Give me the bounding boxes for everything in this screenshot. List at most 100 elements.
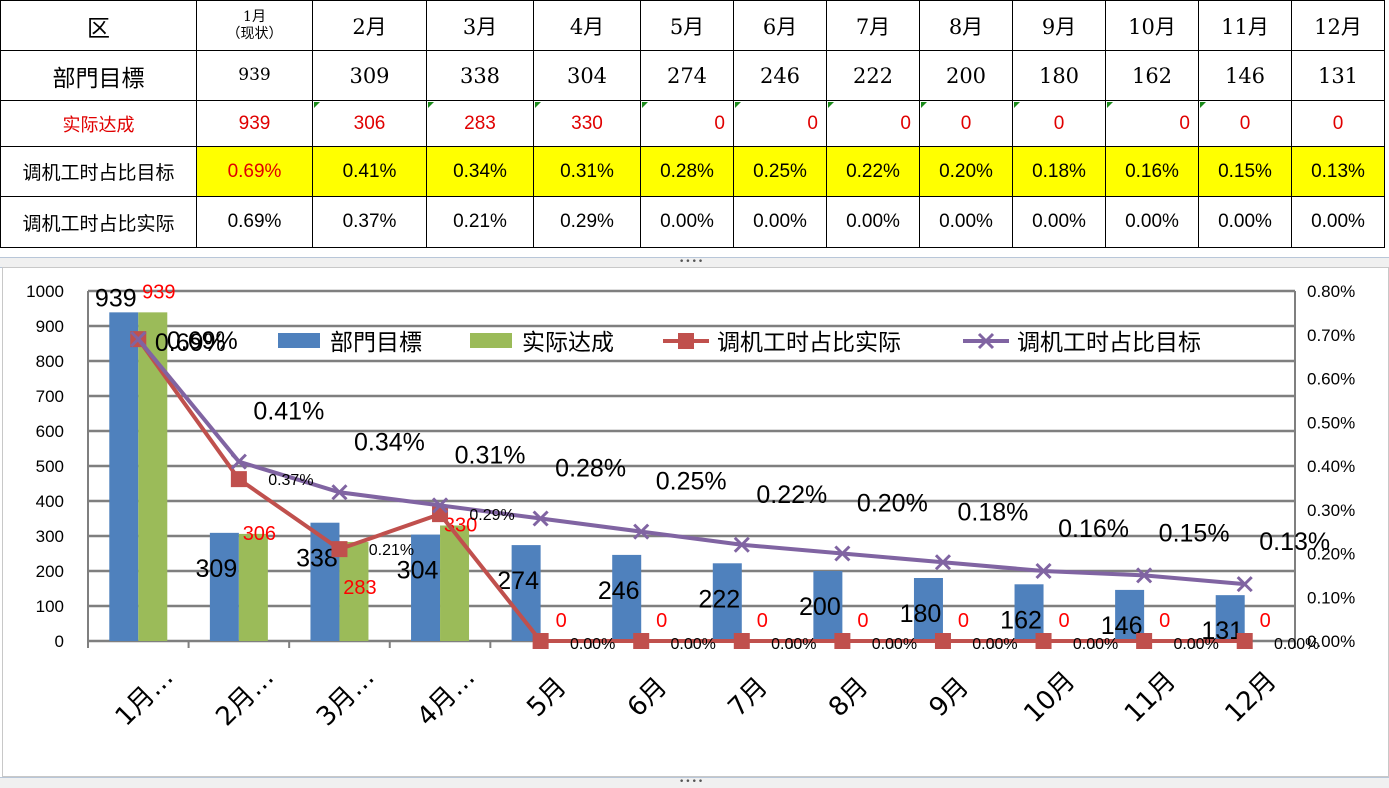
- target-cell[interactable]: 274: [640, 50, 734, 101]
- target-cell[interactable]: 162: [1105, 50, 1199, 101]
- target-cell[interactable]: 131: [1291, 50, 1385, 101]
- header-month-cell[interactable]: 7月: [826, 0, 920, 51]
- ratio-target-cell[interactable]: 0.69%: [196, 146, 313, 197]
- actual-cell[interactable]: 0: [1012, 100, 1106, 147]
- ratio-actual-cell[interactable]: 0.00%: [640, 196, 734, 248]
- ratio-actual-cell[interactable]: 0.21%: [426, 196, 534, 248]
- actual-cell[interactable]: 0: [1198, 100, 1292, 147]
- actual-cell[interactable]: 0: [640, 100, 734, 147]
- header-month-cell[interactable]: 10月: [1105, 0, 1199, 51]
- ratio-actual-cell[interactable]: 0.00%: [1105, 196, 1199, 248]
- line-data-label: 0.69%: [167, 327, 238, 355]
- line-data-label: 0.37%: [268, 472, 313, 489]
- header-month-cell[interactable]: 11月: [1198, 0, 1292, 51]
- bottom-splitter[interactable]: ••••: [0, 777, 1389, 788]
- target-cell[interactable]: 338: [426, 50, 534, 101]
- line-marker: [1236, 576, 1253, 593]
- header-month-cell[interactable]: 5月: [640, 0, 734, 51]
- ratio-target-cell[interactable]: 0.15%: [1198, 146, 1292, 197]
- ratio-target-cell[interactable]: 0.41%: [312, 146, 427, 197]
- line-marker: [432, 506, 449, 523]
- ratio-actual-cell[interactable]: 0.00%: [733, 196, 827, 248]
- x-tick-label: 5月: [521, 672, 572, 723]
- target-cell[interactable]: 246: [733, 50, 827, 101]
- actual-cell[interactable]: 939: [196, 100, 313, 147]
- legend-label: 实际达成: [522, 330, 614, 356]
- target-row: 部門目標 939 309 338 304 274 246 222 200 180…: [0, 50, 1385, 101]
- bar-data-label: 0: [1058, 610, 1069, 632]
- target-cell[interactable]: 200: [919, 50, 1013, 101]
- line-data-label: 0.22%: [756, 481, 827, 509]
- splitter-grip-icon[interactable]: ••••: [679, 257, 705, 267]
- y-left-tick-label: 900: [36, 317, 64, 336]
- bar: [1014, 584, 1044, 641]
- target-cell[interactable]: 304: [533, 50, 641, 101]
- line-marker: [834, 545, 851, 562]
- ratio-actual-cell[interactable]: 0.69%: [196, 196, 313, 248]
- ratio-actual-cell[interactable]: 0.00%: [1012, 196, 1106, 248]
- ratio-target-cell[interactable]: 0.34%: [426, 146, 534, 197]
- header-month-cell[interactable]: 8月: [919, 0, 1013, 51]
- actual-cell[interactable]: 0: [1105, 100, 1199, 147]
- header-month-cell[interactable]: 9月: [1012, 0, 1106, 51]
- line-data-label: 0.13%: [1259, 528, 1330, 556]
- header-month-cell[interactable]: 12月: [1291, 0, 1385, 51]
- target-cell[interactable]: 939: [196, 50, 313, 101]
- ratio-actual-cell[interactable]: 0.00%: [919, 196, 1013, 248]
- target-cell[interactable]: 309: [312, 50, 427, 101]
- target-cell[interactable]: 222: [826, 50, 920, 101]
- ratio-target-cell[interactable]: 0.25%: [733, 146, 827, 197]
- line-marker: [1236, 633, 1253, 649]
- ratio-actual-cell[interactable]: 0.37%: [312, 196, 427, 248]
- line-data-label: 0.15%: [1159, 519, 1230, 547]
- y-right-tick-label: 0.50%: [1307, 413, 1355, 432]
- actual-cell[interactable]: 330: [533, 100, 641, 147]
- line-data-label: 0.25%: [656, 468, 727, 496]
- bar: [612, 554, 642, 641]
- row-label-cell[interactable]: 调机工时占比目标: [0, 146, 197, 197]
- ratio-target-cell[interactable]: 0.16%: [1105, 146, 1199, 197]
- header-month-cell[interactable]: 4月: [533, 0, 641, 51]
- ratio-target-cell[interactable]: 0.31%: [533, 146, 641, 197]
- header-jan-cell[interactable]: 1月 （现状）: [196, 0, 313, 51]
- actual-cell[interactable]: 0: [733, 100, 827, 147]
- bar-data-label: 246: [598, 577, 640, 605]
- ratio-target-cell[interactable]: 0.13%: [1291, 146, 1385, 197]
- actual-cell[interactable]: 0: [826, 100, 920, 147]
- ratio-target-cell[interactable]: 0.18%: [1012, 146, 1106, 197]
- ratio-actual-cell[interactable]: 0.00%: [1291, 196, 1385, 248]
- line-marker: [1136, 633, 1153, 649]
- actual-cell[interactable]: 0: [1291, 100, 1385, 147]
- bottom-grip-icon[interactable]: ••••: [679, 777, 705, 787]
- target-cell[interactable]: 146: [1198, 50, 1292, 101]
- row-label-cell[interactable]: 部門目標: [0, 50, 197, 101]
- bar-data-label: 0: [857, 610, 868, 632]
- ratio-target-cell[interactable]: 0.22%: [826, 146, 920, 197]
- line-data-label: 0.00%: [771, 636, 816, 653]
- ratio-actual-cell[interactable]: 0.29%: [533, 196, 641, 248]
- bar-data-label: 0: [556, 610, 567, 632]
- bar-data-label: 939: [95, 284, 137, 312]
- y-left-tick-label: 700: [36, 387, 64, 406]
- y-right-tick-label: 0.00%: [1307, 632, 1355, 651]
- legend-swatch: [470, 333, 512, 348]
- actual-cell[interactable]: 306: [312, 100, 427, 147]
- ratio-target-cell[interactable]: 0.20%: [919, 146, 1013, 197]
- header-month-cell[interactable]: 2月: [312, 0, 427, 51]
- row-label-cell[interactable]: 实际达成: [0, 100, 197, 147]
- bar-data-label: 274: [497, 567, 539, 595]
- x-tick-label: 12月: [1220, 666, 1283, 729]
- header-jan-line1: 1月: [243, 8, 266, 25]
- target-cell[interactable]: 180: [1012, 50, 1106, 101]
- header-label-cell[interactable]: 区: [0, 0, 197, 51]
- actual-cell[interactable]: 283: [426, 100, 534, 147]
- ratio-actual-cell[interactable]: 0.00%: [1198, 196, 1292, 248]
- ratio-target-row: 调机工时占比目标 0.69% 0.41% 0.34% 0.31% 0.28% 0…: [0, 146, 1385, 197]
- row-label-cell[interactable]: 调机工时占比实际: [0, 196, 197, 248]
- header-month-cell[interactable]: 6月: [733, 0, 827, 51]
- header-month-cell[interactable]: 3月: [426, 0, 534, 51]
- actual-cell[interactable]: 0: [919, 100, 1013, 147]
- chart-area[interactable]: 0 100 200 300 400 500 600 700 800 900 1000 0.00% 0.1…: [2, 267, 1389, 777]
- ratio-actual-cell[interactable]: 0.00%: [826, 196, 920, 248]
- ratio-target-cell[interactable]: 0.28%: [640, 146, 734, 197]
